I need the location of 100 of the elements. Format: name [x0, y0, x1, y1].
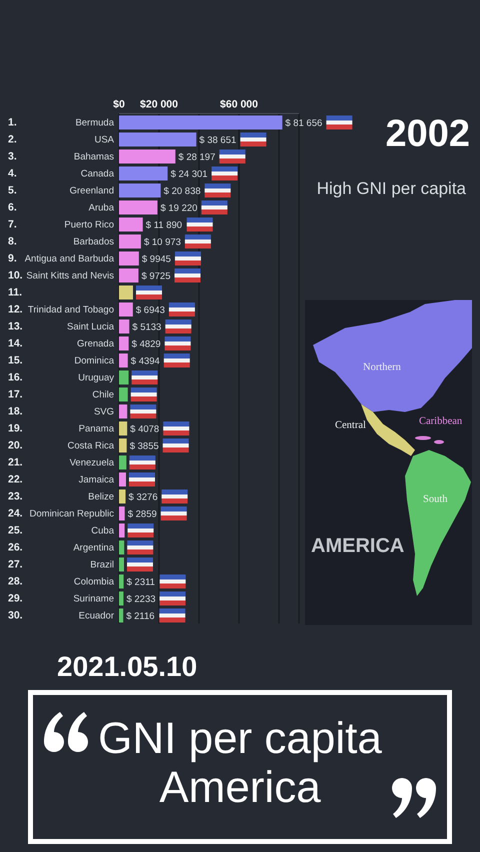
text: 12. — [8, 304, 23, 316]
text: 11. — [8, 286, 22, 299]
bar — [119, 456, 126, 470]
text: 29. — [8, 592, 23, 605]
y-tick-label: Panama — [78, 423, 115, 434]
bar — [119, 234, 141, 248]
bar — [119, 184, 161, 198]
text: 4. — [8, 168, 17, 180]
y-tick-label: Jamaica — [78, 474, 115, 486]
text: 7. — [8, 218, 17, 231]
data-label: $ 6943 — [136, 304, 165, 316]
y-tick-label: Antigua and Barbuda — [24, 253, 115, 264]
y-tick-label: USA — [94, 134, 115, 146]
data-label: $ 38 651 — [199, 134, 236, 146]
bar — [119, 506, 125, 520]
bar — [119, 268, 138, 282]
y-tick-label: Ecuador — [78, 610, 114, 622]
bar — [119, 336, 129, 350]
data-label: $ 11 890 — [146, 220, 182, 231]
y-tick-label: Argentina — [73, 542, 115, 554]
data-label: $ 4829 — [132, 338, 161, 350]
text: 2002 — [385, 113, 470, 155]
bar — [119, 608, 124, 622]
y-tick-label: Brazil — [90, 559, 114, 570]
text: 21. — [8, 456, 23, 469]
bar — [119, 252, 139, 266]
data-label: $ 20 838 — [164, 186, 201, 197]
data-label: $ 2859 — [128, 508, 157, 520]
text: 10. — [8, 270, 23, 282]
text: 24. — [8, 508, 23, 520]
y-tick-label: Belize — [88, 491, 114, 502]
text: 8. — [8, 236, 17, 248]
text: 16. — [8, 372, 23, 384]
text: 6. — [8, 202, 17, 214]
text: 28. — [8, 576, 23, 588]
bar — [119, 354, 128, 368]
bar — [119, 558, 124, 572]
text: High GNI per capita — [316, 179, 466, 198]
text: 23. — [8, 490, 23, 503]
bar — [119, 302, 133, 316]
data-label: $ 2311 — [126, 576, 155, 588]
y-tick-label: Colombia — [74, 576, 115, 588]
bar — [119, 438, 127, 452]
text: 27. — [8, 558, 23, 571]
text: 3. — [8, 150, 17, 163]
data-label: $ 81 656 — [285, 118, 322, 129]
data-label: $ 9725 — [141, 270, 171, 282]
y-tick-label: Barbados — [73, 236, 114, 248]
y-tick-label: Saint Lucia — [66, 321, 115, 332]
text: 17. — [8, 388, 23, 401]
bar — [119, 286, 133, 300]
data-label: $ 3855 — [130, 440, 159, 452]
text: 2. — [8, 134, 17, 146]
text: 20. — [8, 440, 23, 452]
bar — [119, 404, 128, 418]
y-tick-label: Dominican Republic — [30, 508, 114, 520]
x-tick-label: $0 — [113, 98, 125, 110]
y-tick-label: Dominica — [74, 355, 115, 366]
text: 5. — [8, 184, 17, 197]
y-tick-label: Trinidad and Tobago — [28, 304, 114, 316]
data-label: $ 10 973 — [144, 236, 181, 248]
y-tick-label: Greenland — [70, 185, 114, 196]
data-label: $ 24 301 — [170, 168, 208, 180]
bar — [119, 150, 176, 164]
y-tick-label: Chile — [92, 389, 114, 400]
x-tick-label: $60 000 — [220, 98, 258, 110]
text: AMERICA — [311, 535, 404, 557]
bar — [119, 388, 128, 402]
bar — [119, 472, 126, 486]
text: 30. — [8, 610, 23, 622]
text: 2021.05.10 — [57, 651, 198, 682]
text: 22. — [8, 474, 23, 486]
data-label: $ 4078 — [130, 424, 160, 435]
y-tick-label: Canada — [80, 168, 115, 180]
text: 26. — [8, 542, 23, 554]
data-label: $ 2116 — [126, 610, 155, 622]
bar — [119, 218, 143, 232]
bar — [119, 116, 282, 130]
y-tick-label: Bermuda — [75, 117, 115, 128]
text: 13. — [8, 320, 23, 333]
text: GNI per capita America — [98, 714, 382, 812]
bar — [119, 540, 124, 554]
data-label: $ 5133 — [132, 322, 162, 333]
y-tick-label: Uruguay — [78, 372, 114, 384]
text: 25. — [8, 524, 23, 537]
bar — [119, 490, 126, 504]
text: 1. — [8, 116, 17, 129]
y-tick-label: Puerto Rico — [64, 219, 114, 230]
bar — [119, 422, 128, 436]
y-tick-label: Suriname — [73, 593, 114, 604]
text: 15. — [8, 354, 23, 367]
bar — [119, 200, 158, 214]
y-tick-label: Venezuela — [70, 457, 115, 468]
bar — [119, 574, 124, 588]
bar — [119, 320, 130, 334]
bar — [119, 166, 168, 180]
text: 19. — [8, 422, 23, 435]
text: Northern — [363, 362, 402, 373]
data-label: $ 4394 — [130, 356, 160, 367]
data-label: $ 28 197 — [178, 152, 216, 163]
